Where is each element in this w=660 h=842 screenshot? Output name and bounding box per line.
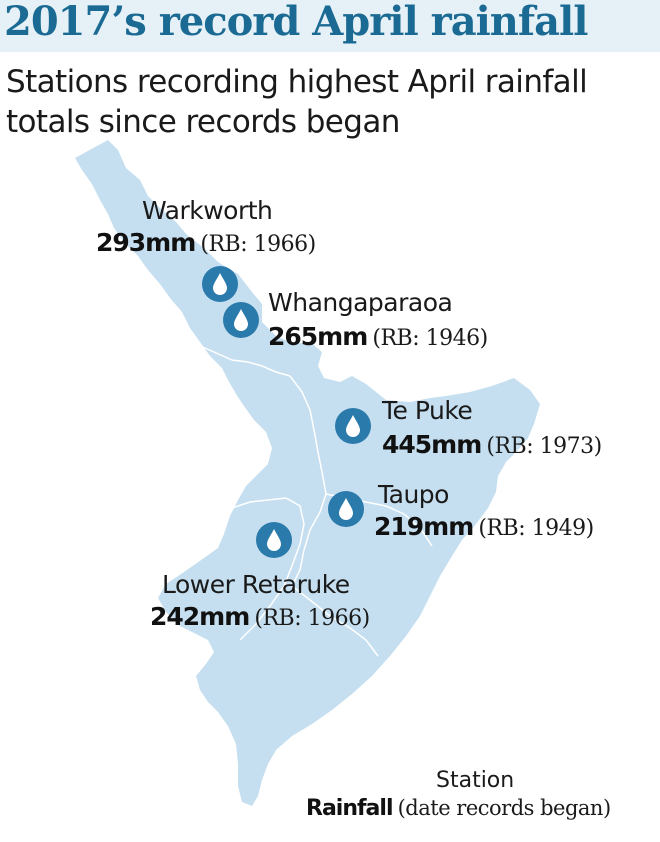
map-title: 2017’s record April rainfall (4, 0, 588, 45)
region-boundary-north (195, 343, 291, 377)
region-boundary-south (291, 585, 379, 657)
rainfall-value: 293mm (96, 228, 196, 257)
station-label-taupo: Taupo (378, 480, 449, 509)
legend-station: Station (436, 768, 515, 793)
region-boundary-taranaki (231, 497, 305, 641)
station-marker-te-puke (335, 408, 371, 444)
station-marker-lower-retaruke (256, 522, 292, 558)
raindrop-icon (267, 529, 281, 551)
legend-records-label: (date records began) (397, 796, 612, 820)
station-values-warkworth: 293mm (RB: 1966) (96, 228, 316, 257)
raindrop-icon (213, 273, 227, 295)
station-name: Warkworth (142, 196, 273, 225)
raindrop-icon (346, 415, 360, 437)
records-began: (RB: 1966) (200, 232, 316, 257)
station-name: Taupo (378, 480, 449, 509)
title-band (0, 0, 660, 52)
station-label-te-puke: Te Puke (382, 396, 473, 425)
records-began: (RB: 1966) (254, 606, 370, 631)
station-marker-warkworth (202, 266, 238, 302)
raindrop-icon (234, 309, 248, 331)
region-boundary-waikato (289, 375, 327, 587)
records-began: (RB: 1973) (486, 434, 602, 459)
legend-rainfall-label: Rainfall (306, 796, 393, 821)
map-subtitle: Stations recording highest April rainfal… (6, 64, 588, 140)
rainfall-value: 265mm (268, 322, 368, 351)
rainfall-value: 242mm (150, 602, 250, 631)
station-name: Lower Retaruke (162, 570, 350, 599)
station-marker-taupo (328, 491, 364, 527)
legend-rainfall: Rainfall (date records began) (306, 796, 611, 821)
station-name: Whangaparaoa (268, 288, 453, 317)
station-label-whangaparaoa: Whangaparaoa (268, 288, 453, 317)
station-label-warkworth: Warkworth (142, 196, 273, 225)
station-marker-whangaparaoa (223, 302, 259, 338)
station-label-lower-retaruke: Lower Retaruke (162, 570, 350, 599)
station-values-whangaparaoa: 265mm (RB: 1946) (268, 322, 488, 351)
station-values-te-puke: 445mm (RB: 1973) (382, 430, 602, 459)
records-began: (RB: 1949) (478, 516, 594, 541)
station-name: Te Puke (382, 396, 473, 425)
station-values-taupo: 219mm (RB: 1949) (374, 512, 594, 541)
rainfall-value: 219mm (374, 512, 474, 541)
north-island-landmass (75, 140, 540, 806)
station-values-lower-retaruke: 242mm (RB: 1966) (150, 602, 370, 631)
records-began: (RB: 1946) (372, 326, 488, 351)
raindrop-icon (339, 498, 353, 520)
station-markers (202, 266, 371, 558)
rainfall-value: 445mm (382, 430, 482, 459)
